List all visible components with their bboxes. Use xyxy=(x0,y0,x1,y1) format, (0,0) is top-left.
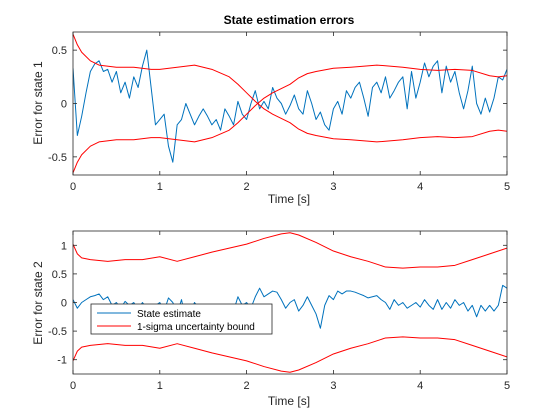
x-tick-label: 0 xyxy=(70,181,76,193)
x-tick-label: 5 xyxy=(504,380,510,392)
x-tick-label: 3 xyxy=(330,380,336,392)
plot-area xyxy=(73,32,507,175)
y-tick-label: 0 xyxy=(61,298,67,310)
series-line-uncertainty-bound-1 xyxy=(73,232,507,269)
y-tick-label: -1 xyxy=(57,355,67,367)
legend: State estimate 1-sigma uncertainty bound xyxy=(90,303,273,335)
y-tick-label: 0 xyxy=(61,99,67,111)
x-tick-label: 4 xyxy=(417,380,423,392)
legend-entry-state-estimate: State estimate xyxy=(137,309,201,320)
y-tick-label: -0.5 xyxy=(48,152,67,164)
chart-title: State estimation errors xyxy=(224,13,355,27)
x-tick-label: 1 xyxy=(157,380,163,392)
x-tick-label: 4 xyxy=(417,181,423,193)
legend-entry-uncertainty-bound: 1-sigma uncertainty bound xyxy=(137,322,255,333)
series-line-state-estimate xyxy=(73,49,507,163)
series-group xyxy=(73,33,507,174)
legend-box xyxy=(90,303,273,335)
x-tick-label: 2 xyxy=(244,380,250,392)
series-line-uncertainty-bound-2 xyxy=(73,336,507,373)
y-axis-label: Error for state 2 xyxy=(31,261,45,345)
x-axis-label: Time [s] xyxy=(268,394,310,408)
y-axis-label: Error for state 1 xyxy=(31,61,45,145)
series-line-uncertainty-bound-2 xyxy=(73,64,507,174)
x-tick-label: 1 xyxy=(157,181,163,193)
series-line-uncertainty-bound-1 xyxy=(73,33,507,143)
bottom-subplot: 0 1 2 3 4 5 -1 -0.5 0 0.5 1 Time [s] Error for sta… xyxy=(31,230,510,408)
x-tick-label: 0 xyxy=(70,380,76,392)
y-tick-label: 0.5 xyxy=(52,45,67,57)
y-tick-label: 0.5 xyxy=(52,269,67,281)
x-tick-label: 2 xyxy=(244,181,250,193)
x-tick-label: 5 xyxy=(504,181,510,193)
y-tick-label: -0.5 xyxy=(48,326,67,338)
x-axis-label: Time [s] xyxy=(268,192,310,206)
y-tick-label: 1 xyxy=(61,240,67,252)
top-subplot: 0 1 2 3 4 5 -0.5 0 0.5 State estimation errors T… xyxy=(31,13,510,206)
x-tick-label: 3 xyxy=(330,181,336,193)
